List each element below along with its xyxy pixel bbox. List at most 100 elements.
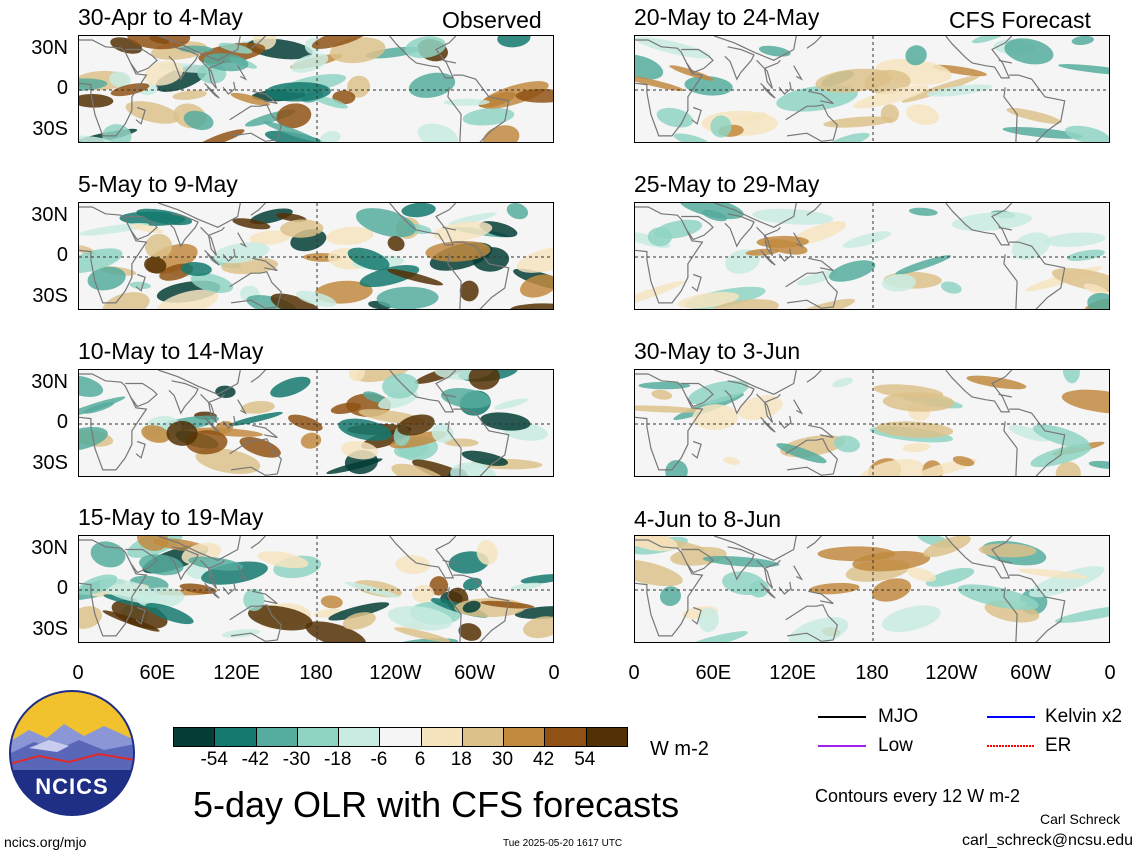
coastline (724, 213, 755, 248)
olr-anomaly-blob (397, 414, 435, 436)
olr-anomaly-blob (156, 289, 219, 309)
olr-anomaly-blob (737, 395, 783, 420)
olr-anomaly-blob (257, 551, 309, 569)
coastline (635, 539, 704, 637)
olr-anomaly-blob (710, 115, 732, 138)
coastline (222, 81, 236, 95)
logo-text: NCICS (35, 774, 109, 799)
author: Carl Schreck (1040, 811, 1121, 827)
olr-anomaly-blob (656, 107, 694, 128)
olr-anomaly-blob (250, 208, 293, 225)
observed-label: Observed (442, 7, 542, 33)
coastline (447, 241, 510, 309)
olr-anomaly-blob (482, 125, 520, 142)
olr-anomaly-blob (401, 203, 436, 218)
colorbar-units: W m-2 (650, 738, 709, 760)
olr-anomaly-blob (288, 414, 323, 432)
coastline (681, 48, 714, 74)
olr-anomaly-blob (109, 71, 132, 88)
olr-anomaly-blob (510, 303, 553, 309)
coastline (793, 399, 804, 415)
coastline (222, 248, 236, 262)
olr-anomaly-blob (932, 64, 987, 77)
olr-map (79, 203, 553, 309)
olr-anomaly-blob (1058, 64, 1109, 76)
lon-label: 0 (1104, 662, 1116, 684)
olr-anomaly-blob (902, 442, 931, 453)
olr-anomaly-blob (480, 600, 535, 609)
colorbar-swatch (420, 728, 462, 746)
legend-er-label: ER (1045, 735, 1072, 756)
olr-anomaly-blob (417, 123, 458, 142)
olr-map (635, 36, 1109, 142)
coastline (806, 370, 822, 383)
olr-anomaly-blob (1066, 249, 1105, 261)
olr-anomaly-blob (450, 462, 498, 476)
olr-anomaly-blob (459, 280, 479, 302)
olr-anomaly-blob (305, 621, 367, 642)
main-title: 5-day OLR with CFS forecasts (193, 784, 680, 825)
colorbar-swatch (503, 728, 545, 746)
olr-anomaly-blob (737, 112, 768, 124)
map-panel-2 (78, 202, 554, 310)
coastline (125, 382, 158, 408)
olr-anomaly-blob (1002, 126, 1084, 139)
coastline (204, 582, 220, 599)
coastline (447, 74, 510, 142)
olr-anomaly-blob (651, 389, 673, 400)
olr-anomaly-blob (387, 236, 405, 252)
olr-anomaly-blob (295, 290, 337, 307)
coastline (793, 65, 804, 81)
panel-title-1: 30-Apr to 4-May (78, 4, 243, 30)
olr-anomaly-blob (684, 76, 733, 96)
colorbar-swatch (544, 728, 586, 746)
lat-label: 30N (31, 371, 68, 393)
colorbar-swatch (379, 728, 421, 746)
coastline (724, 46, 755, 81)
olr-anomaly-blob (448, 212, 497, 226)
olr-anomaly-blob (412, 584, 435, 603)
olr-anomaly-blob (638, 381, 691, 390)
coastline (168, 546, 199, 581)
lon-label: 180 (299, 662, 333, 684)
olr-anomaly-blob (79, 135, 112, 142)
coastline (200, 226, 225, 256)
olr-anomaly-blob (193, 427, 263, 437)
coastline (998, 226, 1012, 231)
olr-anomaly-blob (462, 600, 481, 613)
lon-label: 120W (925, 662, 978, 684)
coastline (945, 203, 1013, 246)
olr-anomaly-blob (265, 130, 330, 142)
colorbar-tick-label: 42 (533, 749, 555, 770)
olr-anomaly-blob (232, 218, 271, 230)
map-panel-4 (78, 535, 554, 643)
olr-anomaly-blob (79, 375, 104, 397)
olr-anomaly-blob (441, 388, 491, 409)
coastline (635, 206, 704, 304)
coastline (168, 380, 199, 415)
coastline (760, 582, 776, 599)
olr-anomaly-blob (1062, 370, 1080, 384)
coastline (237, 65, 248, 81)
olr-map (79, 370, 553, 476)
olr-anomaly-blob (300, 432, 322, 449)
coastline (793, 232, 804, 248)
olr-anomaly-blob (797, 270, 838, 286)
olr-anomaly-blob (510, 582, 542, 590)
coastline (756, 226, 781, 256)
olr-anomaly-blob (494, 398, 529, 410)
coastline (760, 82, 776, 99)
olr-anomaly-blob (311, 36, 370, 49)
olr-anomaly-blob (395, 555, 431, 575)
coastline (998, 59, 1012, 64)
legend-low-label: Low (878, 735, 913, 756)
olr-anomaly-blob (129, 281, 151, 290)
olr-anomaly-blob (515, 88, 553, 103)
colorbar-tick-label: 54 (574, 749, 596, 770)
olr-anomaly-blob (852, 550, 931, 572)
olr-anomaly-blob (971, 36, 1005, 44)
olr-anomaly-blob (722, 571, 766, 595)
olr-anomaly-blob (635, 559, 683, 587)
olr-anomaly-blob (1051, 267, 1109, 293)
coastline (724, 546, 755, 581)
